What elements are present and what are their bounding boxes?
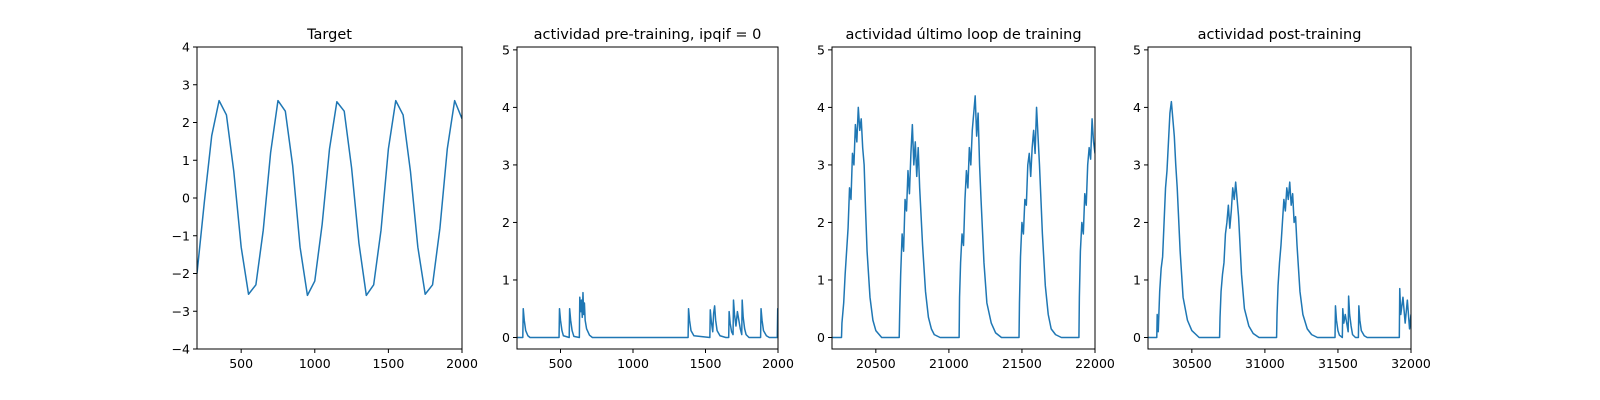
x-tick-label: 1000	[299, 356, 331, 371]
y-tick-label: −3	[172, 304, 190, 319]
y-tick-label: 4	[1133, 100, 1141, 115]
y-tick-label: 4	[182, 40, 190, 55]
chart-title: actividad post-training	[1198, 27, 1362, 43]
y-tick-label: 4	[502, 100, 510, 115]
y-tick-label: 3	[1133, 157, 1141, 172]
y-tick-label: 0	[817, 330, 825, 345]
x-tick-label: 31500	[1318, 356, 1358, 371]
x-tick-label: 1500	[372, 356, 404, 371]
y-tick-label: −1	[172, 228, 190, 243]
y-tick-label: 2	[502, 215, 510, 230]
y-tick-label: 1	[1133, 272, 1141, 287]
series-line-1	[1148, 100, 1411, 339]
plot-frame	[1147, 46, 1412, 350]
y-tick-label: 2	[1133, 215, 1141, 230]
x-tick-label: 20500	[856, 356, 896, 371]
y-tick-label: −2	[172, 266, 190, 281]
x-tick-label: 21500	[1002, 356, 1042, 371]
y-tick-label: 1	[502, 272, 510, 287]
x-tick-label: 500	[549, 356, 573, 371]
series-line-1	[832, 95, 1095, 339]
y-tick-label: 0	[182, 191, 190, 206]
x-tick-label: 22000	[1075, 356, 1115, 371]
y-tick-label: 3	[502, 157, 510, 172]
y-tick-label: 3	[182, 77, 190, 92]
y-tick-label: 0	[1133, 330, 1141, 345]
x-tick-label: 500	[229, 356, 253, 371]
plot-frame	[831, 46, 1096, 350]
x-tick-label: 2000	[446, 356, 478, 371]
y-tick-label: 1	[817, 272, 825, 287]
y-tick-label: 2	[817, 215, 825, 230]
y-tick-label: 1	[182, 153, 190, 168]
chart-title: actividad pre-training, ipqif = 0	[534, 27, 762, 43]
y-tick-label: −4	[172, 342, 190, 357]
x-tick-label: 2000	[762, 356, 794, 371]
x-tick-label: 1000	[617, 356, 649, 371]
y-tick-label: 5	[1133, 42, 1141, 57]
chart-panel-2: actividad pre-training, ipqif = 0 500 1000…	[502, 27, 794, 371]
y-tick-label: 4	[817, 100, 825, 115]
y-tick-label: 5	[817, 42, 825, 57]
y-tick-label: 5	[502, 42, 510, 57]
chart-title: actividad último loop de training	[845, 27, 1081, 43]
x-tick-label: 1500	[690, 356, 722, 371]
chart-title: Target	[306, 27, 352, 43]
y-tick-label: 3	[817, 157, 825, 172]
y-tick-label: 0	[502, 330, 510, 345]
x-tick-label: 30500	[1172, 356, 1212, 371]
x-tick-label: 31000	[1245, 356, 1285, 371]
y-tick-label: 2	[182, 115, 190, 130]
series-line-1	[197, 99, 462, 297]
series-line-1	[517, 291, 778, 339]
x-tick-label: 21000	[929, 356, 969, 371]
x-tick-label: 32000	[1391, 356, 1431, 371]
plot-frame	[516, 46, 779, 350]
chart-panel-1: Target 500 1000 1500 2000 −4 −3 −2 −1 0 1 2 3 4	[172, 27, 478, 371]
